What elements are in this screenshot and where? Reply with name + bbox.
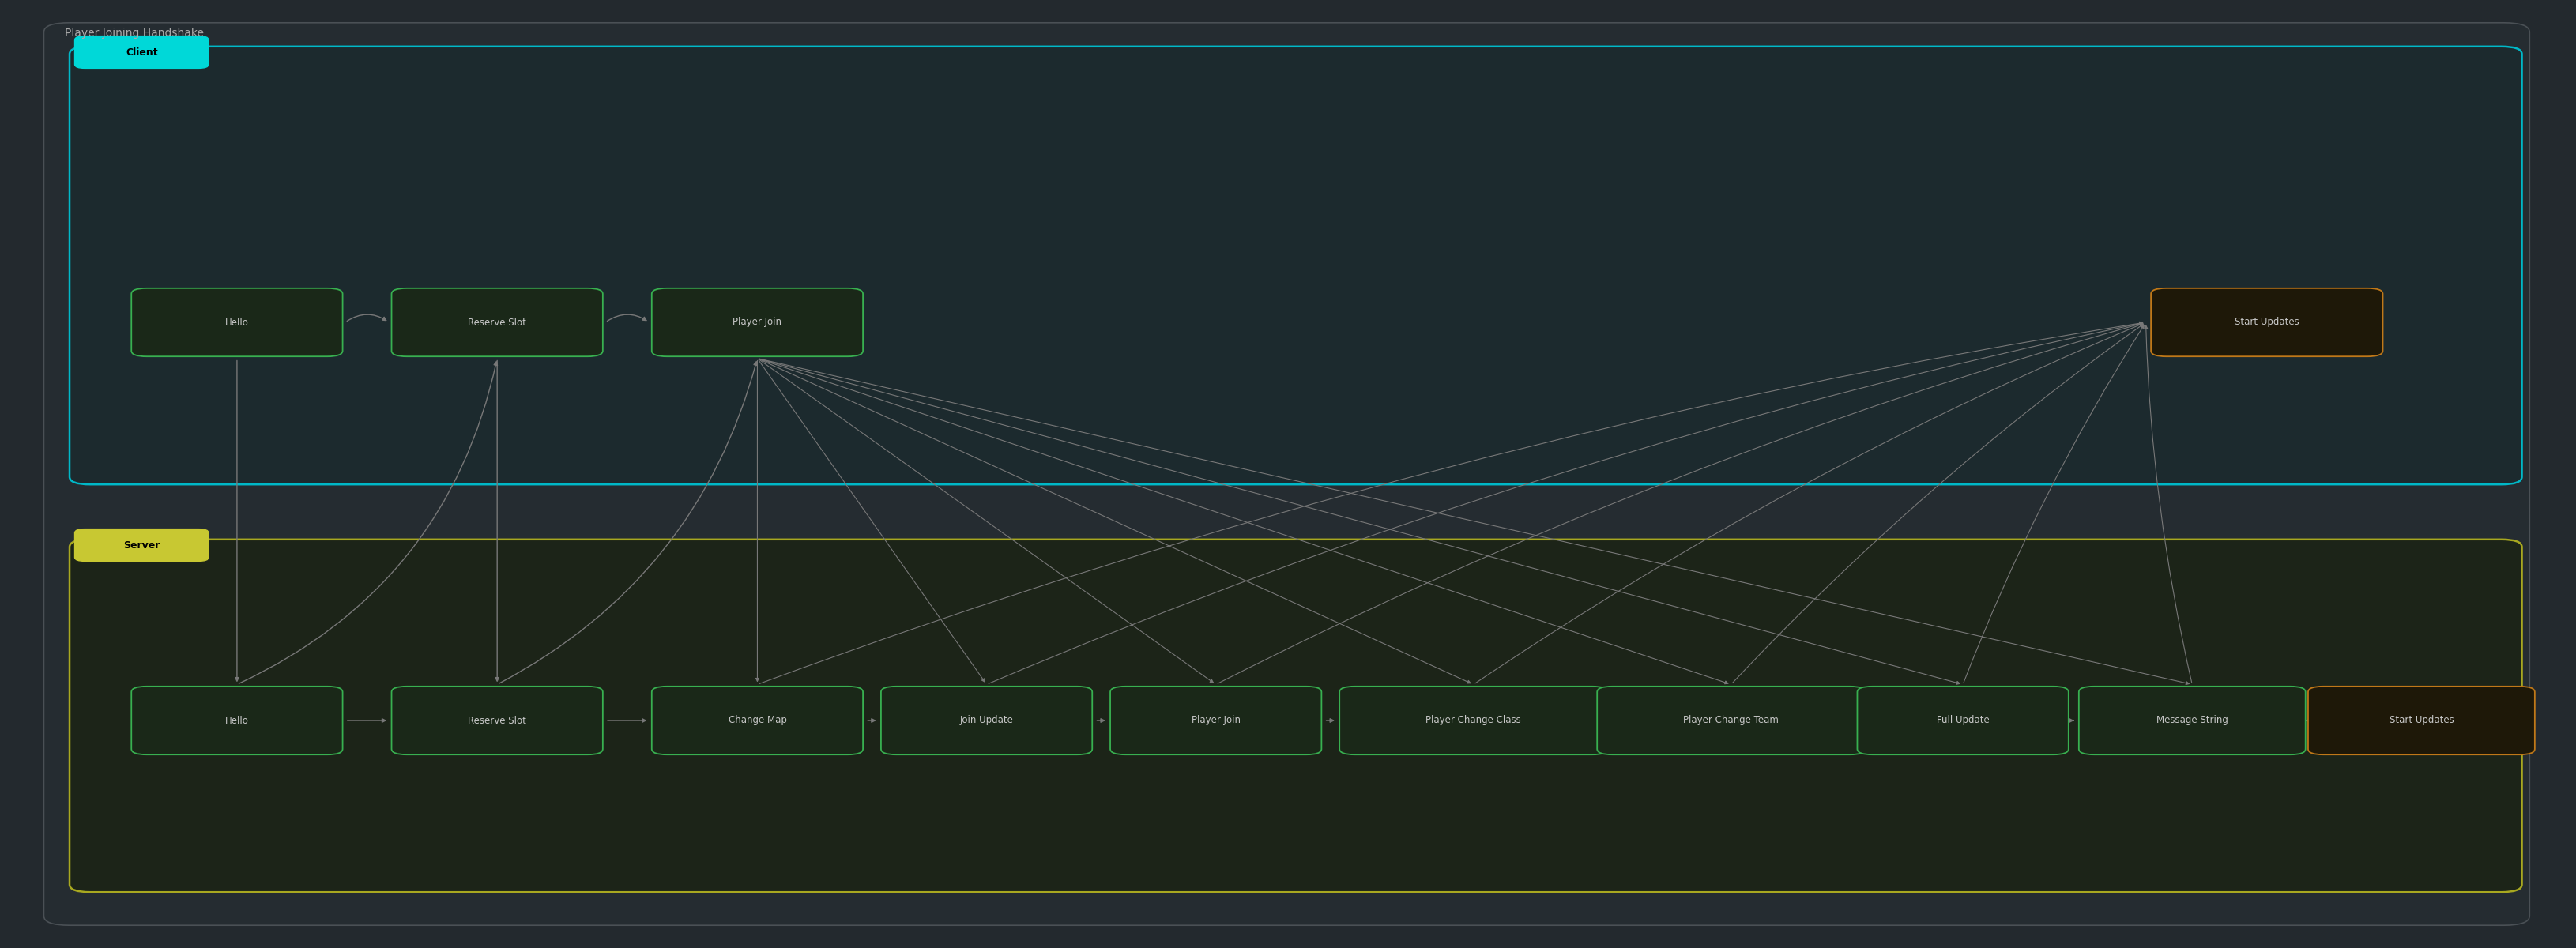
FancyBboxPatch shape	[392, 288, 603, 356]
FancyBboxPatch shape	[2308, 686, 2535, 755]
FancyBboxPatch shape	[131, 288, 343, 356]
FancyBboxPatch shape	[70, 46, 2522, 484]
FancyBboxPatch shape	[2151, 288, 2383, 356]
Text: Full Update: Full Update	[1937, 716, 1989, 725]
FancyBboxPatch shape	[75, 529, 209, 561]
FancyBboxPatch shape	[1597, 686, 1865, 755]
Text: Client: Client	[126, 47, 157, 57]
Text: Start Updates: Start Updates	[2233, 318, 2300, 327]
FancyBboxPatch shape	[392, 686, 603, 755]
Text: Server: Server	[124, 540, 160, 550]
Text: Join Update: Join Update	[961, 716, 1012, 725]
FancyBboxPatch shape	[44, 23, 2530, 925]
FancyBboxPatch shape	[1110, 686, 1321, 755]
FancyBboxPatch shape	[1857, 686, 2069, 755]
FancyBboxPatch shape	[881, 686, 1092, 755]
Text: Hello: Hello	[224, 318, 250, 327]
FancyBboxPatch shape	[131, 686, 343, 755]
Text: Change Map: Change Map	[729, 716, 786, 725]
Text: Player Change Team: Player Change Team	[1682, 716, 1780, 725]
Text: Hello: Hello	[224, 716, 250, 725]
Text: Player Join: Player Join	[1190, 716, 1242, 725]
Text: Player Join: Player Join	[732, 318, 783, 327]
Text: Reserve Slot: Reserve Slot	[469, 318, 526, 327]
FancyBboxPatch shape	[1340, 686, 1607, 755]
FancyBboxPatch shape	[75, 36, 209, 68]
Text: Player Change Class: Player Change Class	[1425, 716, 1522, 725]
FancyBboxPatch shape	[70, 539, 2522, 892]
Text: Start Updates: Start Updates	[2388, 716, 2455, 725]
Text: Player Joining Handshake: Player Joining Handshake	[64, 27, 204, 39]
Text: Message String: Message String	[2156, 716, 2228, 725]
FancyBboxPatch shape	[652, 686, 863, 755]
FancyBboxPatch shape	[2079, 686, 2306, 755]
Text: Reserve Slot: Reserve Slot	[469, 716, 526, 725]
FancyBboxPatch shape	[652, 288, 863, 356]
